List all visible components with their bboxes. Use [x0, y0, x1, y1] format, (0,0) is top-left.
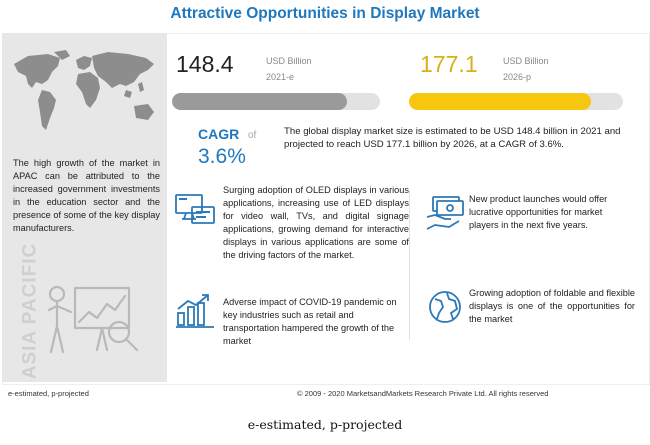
opportunity-text: New product launches would offer lucrati… [469, 194, 608, 230]
cagr-value: 3.6% [198, 145, 246, 168]
restraint-text: Adverse impact of COVID-19 pandemic on k… [223, 297, 397, 346]
apac-growth-text: The high growth of the market in APAC ca… [13, 158, 160, 233]
region-label: ASIA PACIFIC [19, 242, 41, 380]
progress-bar-2026 [409, 93, 623, 110]
cagr-of-label: of [248, 130, 257, 141]
trend-text: Growing adoption of foldable and flexibl… [469, 288, 635, 324]
unit-label-2026: USD Billion [503, 56, 549, 66]
oled-display-icon [175, 194, 215, 224]
footer-legend: e-estimated, p-projected [8, 389, 89, 398]
money-hand-icon [426, 196, 464, 230]
declining-chart-icon [176, 294, 214, 328]
globe-icon [429, 291, 461, 323]
presentation-analysis-icon [47, 285, 139, 354]
progress-fill-2026 [409, 93, 591, 110]
year-label-2026: 2026-p [503, 72, 532, 82]
column-divider [409, 190, 410, 340]
progress-fill-2021 [172, 93, 347, 110]
world-map-icon [14, 50, 154, 130]
market-summary: The global display market size is estima… [284, 126, 621, 150]
page-title: Attractive Opportunities in Display Mark… [170, 5, 480, 22]
unit-label-2021: USD Billion [266, 56, 312, 66]
progress-bar-2021 [172, 93, 380, 110]
copyright-text: © 2009 - 2020 MarketsandMarkets Research… [297, 389, 549, 398]
cagr-label: CAGR [198, 126, 240, 142]
market-value-2021: 148.4 [176, 51, 234, 77]
caption: e-estimated, p-projected [247, 417, 403, 432]
year-label-2021: 2021-e [266, 72, 295, 82]
market-value-2026: 177.1 [420, 51, 478, 77]
driver-text: Surging adoption of OLED displays in var… [223, 185, 409, 260]
